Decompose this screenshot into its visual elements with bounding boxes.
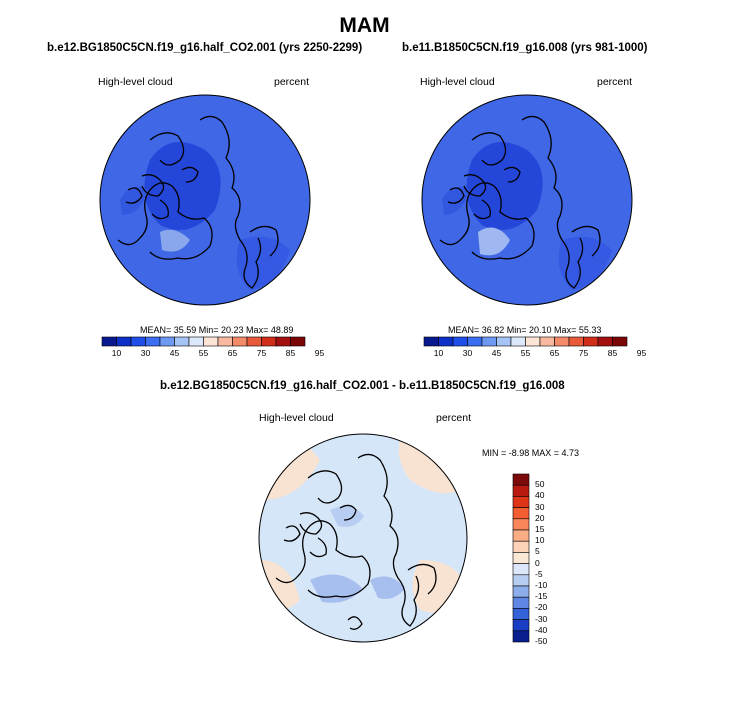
panel2-colorbar-box	[539, 336, 555, 347]
panel2-colorbar-box	[438, 336, 454, 347]
panel1-colorbar-box	[101, 336, 117, 347]
panel1-colorbar-box	[217, 336, 233, 347]
panel1-coastline	[117, 115, 279, 289]
panel3-colorbar-box	[512, 608, 530, 620]
panel1-colorbar-tick-label: 45	[169, 348, 180, 358]
panel2-colorbar-box	[496, 336, 512, 347]
panel2-coastline	[439, 115, 601, 289]
panel3-colorbar-tick-label: -40	[535, 624, 548, 635]
panel2-colorbar-box	[481, 336, 497, 347]
panel3-colorbar-tick-label: 40	[535, 490, 545, 501]
panel2-colorbar-box	[525, 336, 541, 347]
panel3-colorbar-tick-label: 50	[535, 479, 545, 490]
panel2-colorbar-tick-label: 55	[520, 348, 531, 358]
panel2-colorbar-box	[423, 336, 439, 347]
panel2-variable-label: High-level cloud	[420, 76, 495, 88]
panel1-map	[99, 94, 311, 306]
panel3-units-label: percent	[436, 412, 472, 424]
panel1-colorbar-box	[290, 336, 306, 347]
panel2-case-title: b.e11.B1850C5CN.f19_g16.008 (yrs 981-100…	[402, 42, 648, 54]
panel1-stats: MEAN= 35.59 Min= 20.23 Max= 48.89	[140, 325, 294, 335]
panel3-colorbar-box	[512, 473, 530, 486]
panel2-map	[421, 94, 633, 306]
panel3-colorbar-box	[512, 596, 530, 609]
panel1-colorbar-tick-label: 75	[256, 348, 267, 358]
panel1-colorbar-box	[232, 336, 248, 347]
panel3-colorbar-tick-label: 0	[535, 557, 540, 568]
panel1-colorbar-box	[174, 336, 190, 347]
panel3-colorbar-tick-label: 15	[535, 524, 545, 534]
panel3-colorbar-box	[512, 619, 530, 632]
panel2-colorbar-tick-label: 30	[462, 348, 473, 358]
panel1-colorbar-tick-label: 95	[314, 348, 325, 358]
panel3-coastline	[275, 453, 437, 630]
panel3-colorbar-box	[512, 630, 530, 643]
panel1-variable-label: High-level cloud	[98, 76, 173, 88]
panel3-colorbar-box	[512, 529, 530, 542]
panel2-colorbar-box	[612, 336, 628, 347]
panel3-case-title: b.e12.BG1850C5CN.f19_g16.half_CO2.001 - …	[160, 380, 565, 392]
panel1-colorbar-box	[130, 336, 146, 347]
panel1-colorbar-box	[246, 336, 262, 347]
panel2-colorbar-box	[583, 336, 599, 347]
panel1-case-title: b.e12.BG1850C5CN.f19_g16.half_CO2.001 (y…	[47, 42, 363, 54]
panel2-colorbar-box	[568, 336, 584, 347]
panel1-colorbar-box	[275, 336, 291, 347]
panel3-colorbar-tick-label: -5	[535, 568, 543, 579]
panel2-colorbar-box	[452, 336, 468, 347]
panel3-variable-label: High-level cloud	[259, 412, 334, 424]
panel3-colorbar	[512, 473, 530, 643]
panel2-colorbar-tick-label: 65	[549, 348, 560, 358]
panel2-light-patch	[478, 227, 510, 256]
panel2-colorbar-box	[554, 336, 570, 347]
panel2-colorbar-tick-label: 75	[578, 348, 589, 358]
panel3-colorbar-box	[512, 507, 530, 520]
panel2-colorbar-box	[597, 336, 613, 347]
panel3-colorbar-tick-label: -20	[535, 602, 548, 613]
panel3-colorbar-tick-label: -15	[535, 591, 548, 602]
panel3-colorbar-box	[512, 540, 530, 553]
panel3-colorbar-box	[512, 585, 530, 598]
figure-title: MAM	[339, 14, 390, 37]
panel2-colorbar-tick-label: 95	[636, 348, 647, 358]
panel3-map	[258, 433, 468, 643]
panel2-colorbar-box	[510, 336, 526, 347]
panel3-colorbar-tick-label: 10	[535, 535, 545, 546]
panel1-colorbar-box	[188, 336, 204, 347]
panel2-colorbar	[423, 336, 628, 347]
panel1-units-label: percent	[274, 76, 310, 88]
panel1-colorbar-box	[159, 336, 175, 347]
panel3-colorbar-tick-label: 5	[535, 546, 540, 557]
panel1-colorbar-box	[261, 336, 277, 347]
panel1-colorbar-tick-label: 30	[140, 348, 151, 358]
panel1-colorbar-tick-label: 10	[111, 348, 122, 358]
panel3-colorbar-tick-label: 30	[535, 501, 545, 512]
panel1-colorbar-tick-label: 65	[227, 348, 238, 358]
panel1-colorbar-box	[203, 336, 219, 347]
panel1-colorbar-box	[116, 336, 132, 347]
panel3-colorbar-tick-label: -50	[535, 636, 548, 646]
panel2-units-label: percent	[597, 76, 633, 88]
panel3-colorbar-tick-label: -30	[535, 613, 548, 624]
panel1-light-patch	[160, 229, 190, 252]
panel1-colorbar	[101, 336, 306, 347]
panel3-colorbar-box	[512, 518, 530, 531]
panel1-colorbar-tick-label: 85	[285, 348, 296, 358]
panel3-colorbar-box	[512, 552, 530, 564]
panel3-colorbar-box	[512, 496, 530, 508]
panel3-colorbar-tick-label: -10	[535, 580, 548, 590]
panel3-stats: MIN = -8.98 MAX = 4.73	[482, 448, 580, 458]
panel2-colorbar-tick-label: 10	[433, 348, 444, 358]
panel2-colorbar-tick-label: 45	[491, 348, 502, 358]
panel1-colorbar-tick-label: 55	[198, 348, 209, 358]
panel3-colorbar-box	[512, 574, 530, 587]
panel3-colorbar-tick-label: 20	[535, 512, 545, 523]
panel3-colorbar-box	[512, 563, 530, 576]
panel2-colorbar-box	[467, 336, 483, 347]
panel2-stats: MEAN= 36.82 Min= 20.10 Max= 55.33	[448, 325, 602, 335]
panel3-colorbar-box	[512, 484, 530, 497]
panel2-colorbar-tick-label: 85	[607, 348, 618, 358]
panel1-colorbar-box	[145, 336, 161, 347]
